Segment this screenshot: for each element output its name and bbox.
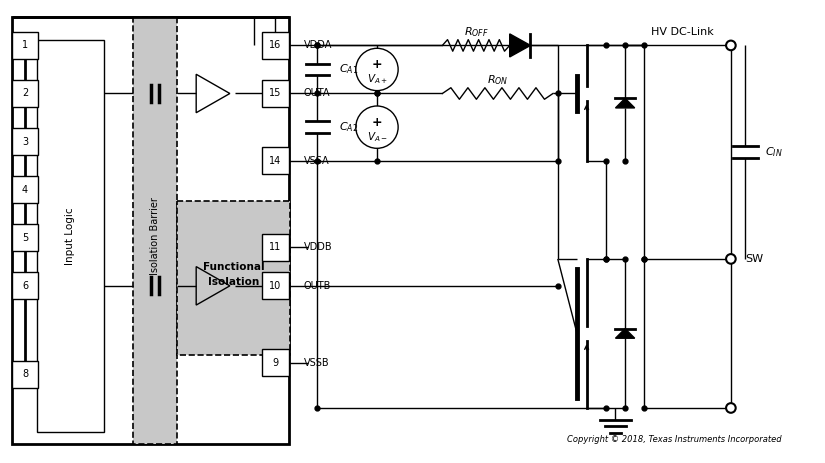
Text: $V_{A+}$: $V_{A+}$: [366, 72, 388, 86]
Circle shape: [726, 254, 736, 264]
Text: 14: 14: [269, 156, 281, 166]
Bar: [262, 272, 289, 299]
Text: 15: 15: [269, 88, 281, 99]
Text: VSSB: VSSB: [304, 358, 329, 368]
Polygon shape: [510, 34, 530, 57]
Bar: [12, 176, 39, 203]
Bar: [262, 32, 289, 59]
Polygon shape: [615, 98, 634, 108]
Text: Isolation Barrier: Isolation Barrier: [150, 197, 160, 275]
Text: 9: 9: [272, 358, 278, 368]
Bar: [262, 234, 289, 261]
Text: 10: 10: [269, 281, 281, 291]
Bar: [133, 17, 177, 444]
Text: 5: 5: [22, 233, 28, 243]
Text: 16: 16: [269, 40, 281, 50]
Text: SW: SW: [745, 254, 763, 264]
Text: OUTA: OUTA: [304, 88, 330, 99]
Text: VDDB: VDDB: [304, 242, 332, 252]
Text: 8: 8: [22, 369, 28, 379]
Text: HV DC-Link: HV DC-Link: [652, 27, 714, 37]
Text: Input Logic: Input Logic: [65, 207, 75, 265]
Text: $C_{IN}$: $C_{IN}$: [765, 145, 782, 159]
Text: VSSA: VSSA: [304, 156, 329, 166]
Bar: [12, 361, 39, 388]
Text: 2: 2: [22, 88, 28, 99]
Bar: [12, 272, 39, 299]
Text: $R_{OFF}$: $R_{OFF}$: [464, 25, 488, 39]
Text: 4: 4: [22, 185, 28, 194]
Text: $R_{ON}$: $R_{ON}$: [487, 73, 508, 87]
Bar: [177, 201, 290, 355]
Text: Copyright © 2018, Texas Instruments Incorporated: Copyright © 2018, Texas Instruments Inco…: [568, 435, 782, 444]
Circle shape: [726, 403, 736, 413]
Text: +: +: [372, 116, 382, 129]
Text: 1: 1: [22, 40, 28, 50]
Bar: [262, 80, 289, 107]
Text: 6: 6: [22, 281, 28, 291]
Circle shape: [356, 48, 398, 91]
Bar: [12, 17, 289, 444]
Text: $C_{A2}$: $C_{A2}$: [338, 120, 358, 134]
Text: Functional: Functional: [203, 262, 265, 272]
Bar: [262, 349, 289, 376]
Bar: [12, 32, 39, 59]
Text: OUTB: OUTB: [304, 281, 332, 291]
Text: 11: 11: [269, 242, 281, 252]
Bar: [12, 80, 39, 107]
Polygon shape: [615, 329, 634, 338]
Text: +: +: [372, 58, 382, 71]
Text: VDDA: VDDA: [304, 40, 332, 50]
Text: $C_{A1}$: $C_{A1}$: [338, 63, 358, 76]
Text: 3: 3: [22, 137, 28, 147]
Text: Isolation: Isolation: [208, 277, 259, 287]
Circle shape: [356, 106, 398, 148]
Bar: [36, 40, 104, 432]
Bar: [262, 147, 289, 174]
Bar: [12, 224, 39, 251]
Circle shape: [726, 41, 736, 50]
Bar: [12, 128, 39, 155]
Text: $V_{A-}$: $V_{A-}$: [366, 130, 388, 144]
